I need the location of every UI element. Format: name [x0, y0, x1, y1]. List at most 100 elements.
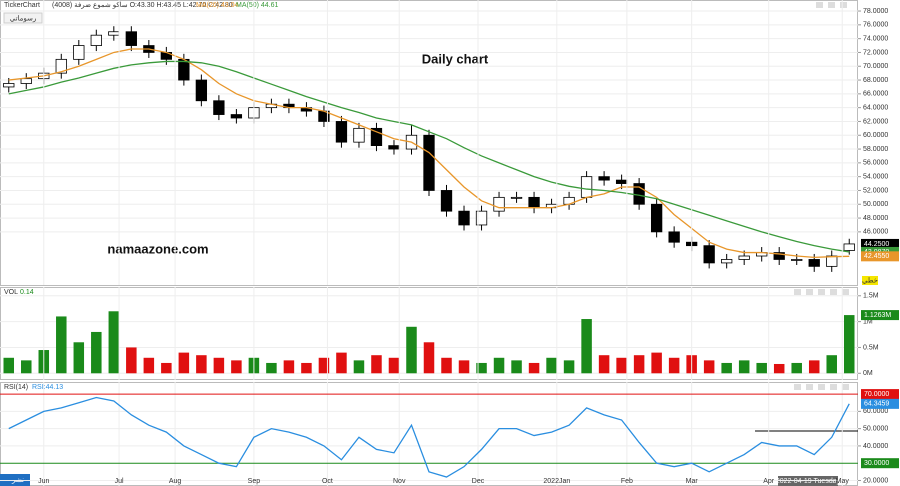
candle-body: [475, 210, 488, 226]
volume-bar: [266, 362, 277, 374]
y-tick-label: 0M: [863, 370, 873, 377]
value-badge-label: 1.1263M: [864, 312, 891, 319]
volume-bar: [3, 357, 15, 374]
volume-bar: [528, 362, 540, 374]
volume-bar: [703, 360, 715, 374]
cursor-date-box: [778, 476, 838, 486]
candle-body: [580, 176, 593, 198]
x-tick-label: Dec: [472, 478, 485, 485]
volume-bar: [301, 362, 312, 374]
volume-bar: [826, 355, 837, 374]
volume-bar: [773, 363, 785, 374]
drawings-button[interactable]: [3, 12, 43, 24]
x-tick-label: Oct: [322, 478, 333, 485]
volume-bar: [493, 357, 505, 374]
x-tick-label: Jul: [115, 478, 124, 485]
x-tick-label: Mar: [686, 478, 699, 485]
volume-bar: [196, 355, 207, 374]
candle-body: [458, 210, 470, 226]
y-tick-label: 70.0000: [863, 63, 888, 70]
value-badge: [861, 389, 899, 400]
candle-body: [528, 196, 540, 209]
line-badge-label: خطي: [862, 276, 878, 284]
candle-body: [3, 83, 15, 88]
value-badge-label: 64.3459: [864, 401, 889, 408]
x-tick-label: Apr: [763, 478, 775, 485]
candle-body: [598, 176, 610, 181]
volume-bar: [56, 316, 67, 374]
candle-body: [125, 31, 137, 46]
volume-bar: [21, 360, 32, 374]
candle-body: [108, 31, 120, 36]
candle-body: [90, 34, 102, 46]
candle-body: [353, 127, 365, 143]
volume-bar: [791, 362, 802, 374]
volume-bar: [108, 311, 120, 374]
volume-bar: [598, 355, 610, 374]
volume-bar: [843, 315, 855, 374]
volume-bar: [633, 355, 645, 374]
x-tick-label: Aug: [169, 478, 182, 485]
panel-value: 0.14: [20, 289, 34, 296]
candle-body: [195, 79, 208, 102]
y-tick-label: 48.0000: [863, 215, 888, 222]
y-tick-label: 58.0000: [863, 146, 888, 153]
volume-bar: [808, 360, 820, 374]
candle-body: [773, 252, 785, 260]
panel-value: RSI:44.13: [32, 384, 63, 391]
candle-body: [826, 255, 838, 267]
volume-bar: [388, 357, 400, 374]
candle-body: [738, 255, 750, 260]
candle-body: [213, 100, 225, 115]
volume-bar: [756, 362, 767, 374]
candle-body: [791, 259, 803, 261]
x-tick-label: Jun: [38, 478, 49, 485]
y-tick-label: 56.0000: [863, 160, 888, 167]
volume-bar: [283, 360, 295, 374]
y-tick-label: 54.0000: [863, 174, 888, 181]
candle-body: [73, 45, 85, 60]
y-tick-label: 20.0000: [863, 477, 888, 484]
volume-bar: [458, 360, 470, 374]
y-tick-label: 0.5M: [863, 344, 879, 351]
volume-bar: [161, 362, 172, 374]
y-tick-label: 60.0000: [863, 132, 888, 139]
volume-bar: [231, 360, 242, 374]
candle-body: [703, 245, 715, 264]
y-tick-label: 1.5M: [863, 293, 879, 300]
symbol-ohlc: ساكو شموع ضرفة (4008) O:43.30 H:43.45 L:…: [52, 1, 233, 9]
y-tick-label: 76.0000: [863, 22, 888, 29]
line-badge: [862, 276, 878, 285]
y-tick-label: 64.0000: [863, 104, 888, 111]
x-tick-label: May: [836, 478, 850, 485]
candle-body: [650, 203, 663, 233]
volume-bar: [371, 355, 382, 374]
volume-bar: [738, 360, 750, 374]
value-badge-label: 42.4550: [864, 253, 889, 260]
candle-body: [615, 179, 628, 184]
volume-bar: [91, 331, 102, 374]
candle-body: [423, 134, 435, 191]
volume-bar: [616, 357, 627, 374]
value-badge: [861, 398, 899, 409]
ma50-label: MA(50) 44.61: [236, 2, 279, 9]
candle-body: [55, 58, 67, 74]
drawings-label[interactable]: رسوماتي: [10, 14, 37, 22]
candle-body: [230, 114, 243, 119]
x-tick-label: Nov: [393, 478, 406, 485]
y-tick-label: 1M: [863, 318, 873, 325]
value-badge-label: 44.2500: [864, 241, 889, 248]
volume-bar: [511, 360, 522, 374]
volume-bar: [423, 342, 435, 374]
candle-body: [335, 121, 348, 143]
x-tick-label: 2022Jan: [543, 478, 570, 485]
y-tick-label: 60.0000: [863, 408, 888, 415]
candle-body: [721, 259, 733, 264]
candle-body: [493, 196, 505, 212]
value-badge-label: 30.0000: [864, 460, 889, 467]
y-tick-label: 74.0000: [863, 35, 888, 42]
x-tick-label: Feb: [621, 478, 633, 485]
ma20-label: MA(20) 43.04: [196, 2, 239, 9]
cursor-date: 2022-04-19 Tuesday: [776, 478, 841, 485]
